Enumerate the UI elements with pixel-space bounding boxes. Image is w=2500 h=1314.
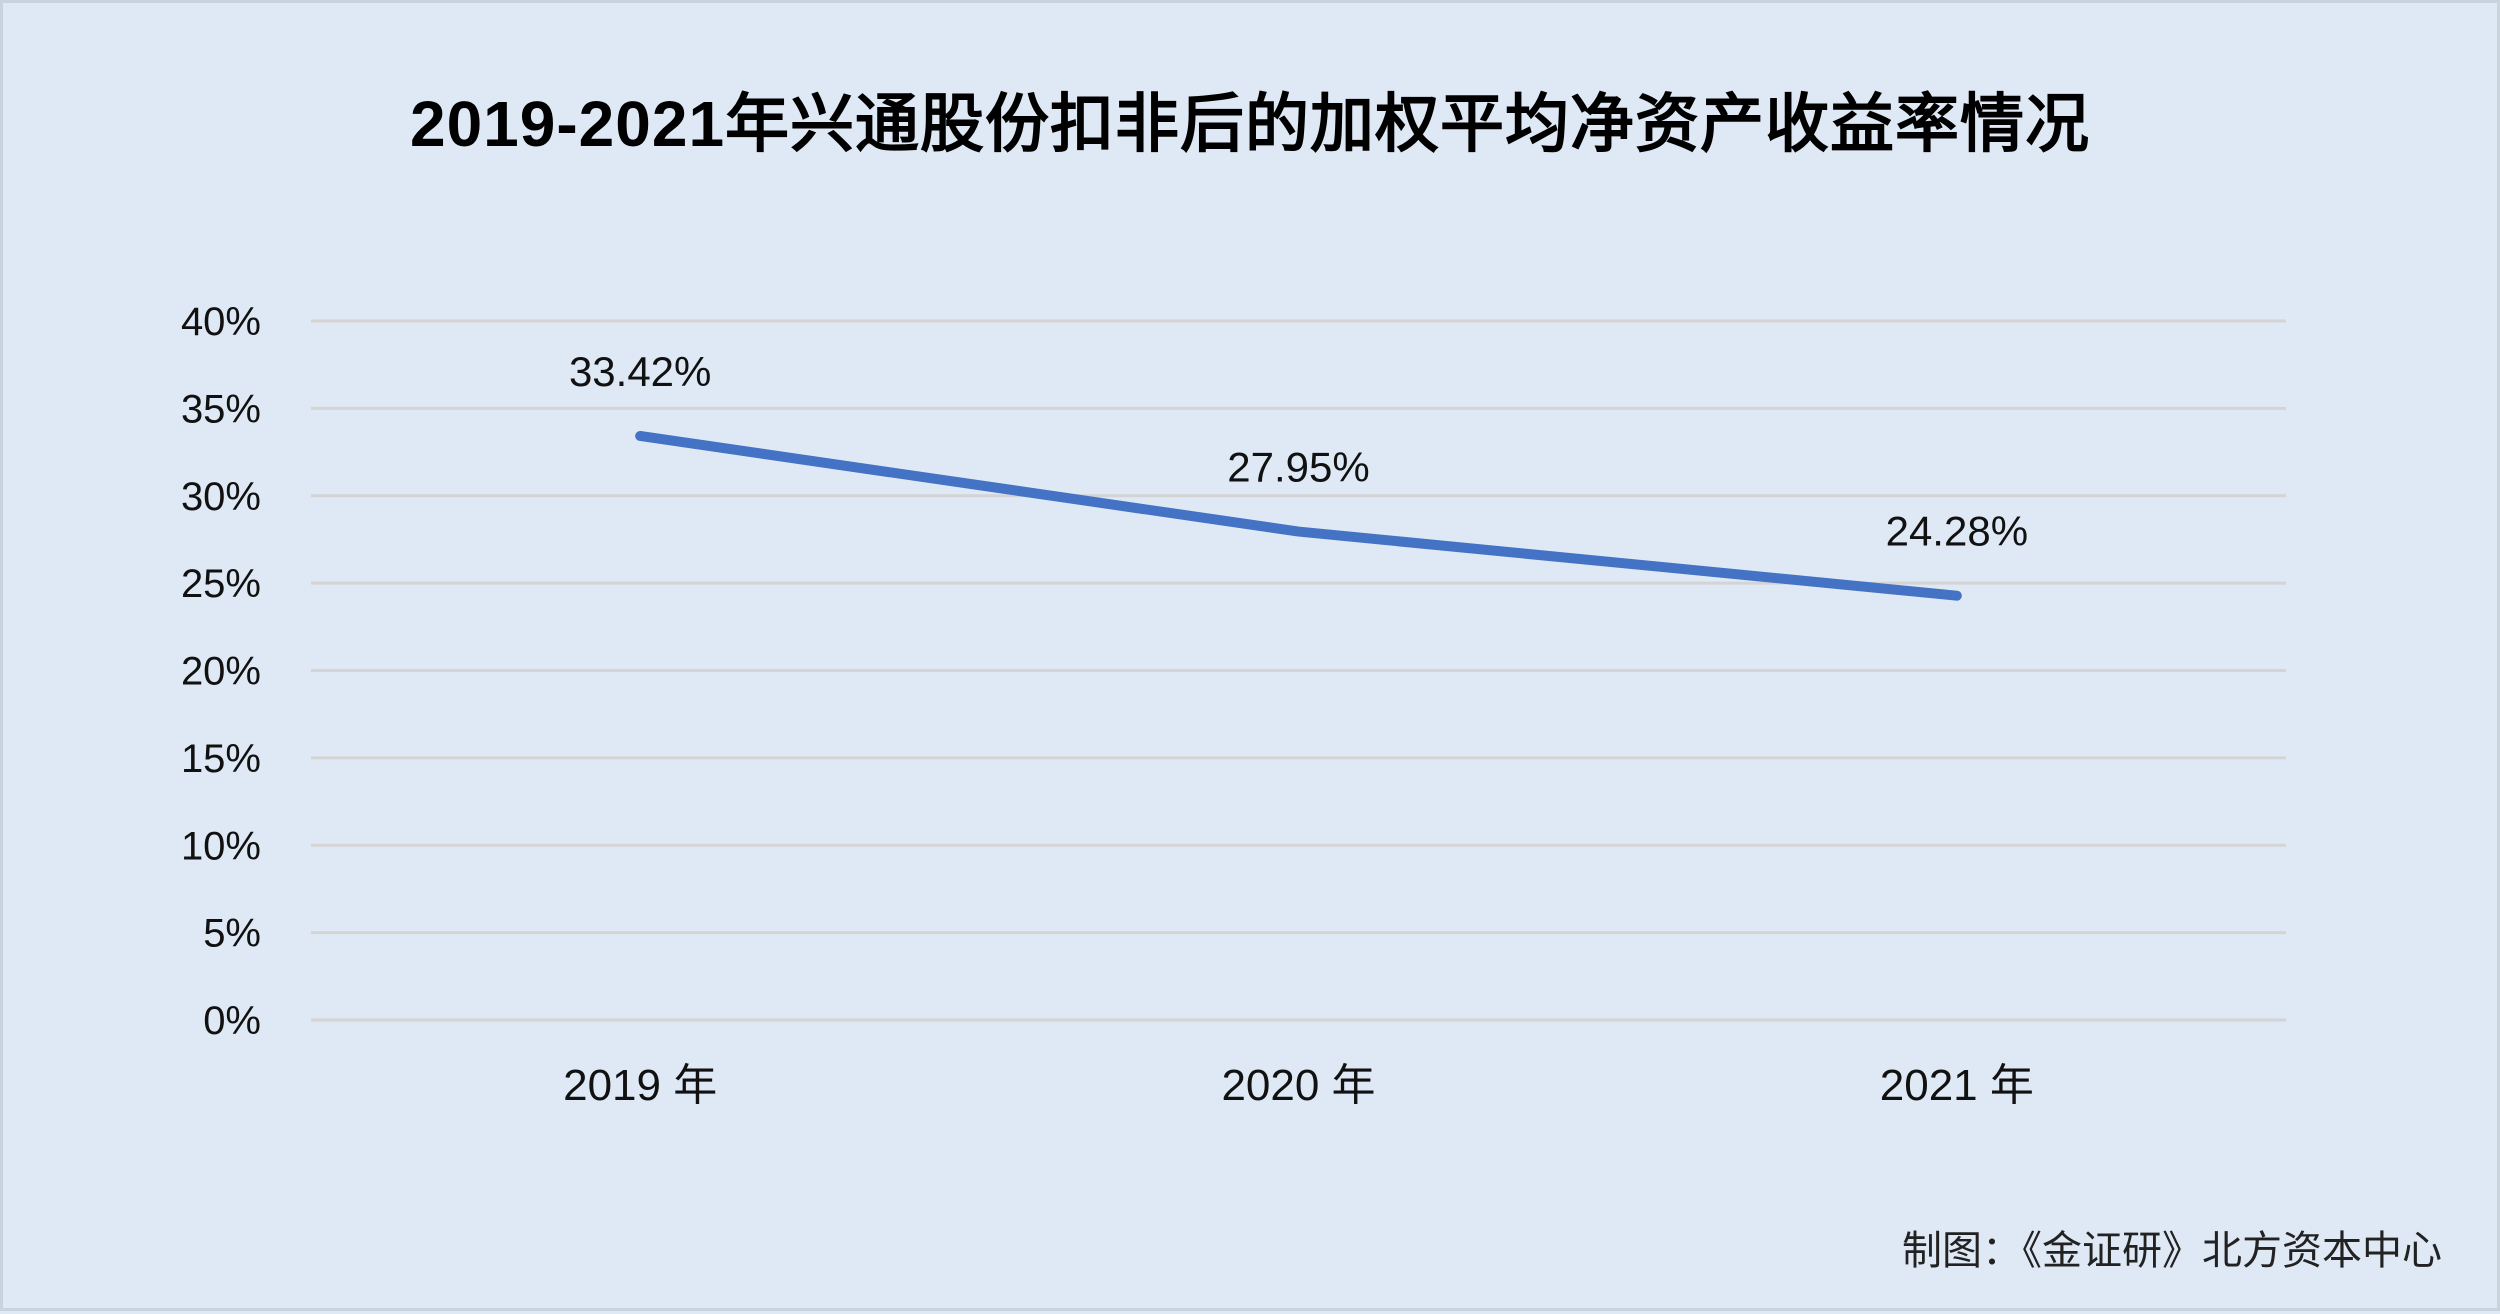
y-tick-label: 30%: [181, 475, 261, 519]
y-tick-label: 15%: [181, 737, 261, 781]
x-tick-label: 2019 年: [563, 1061, 717, 1110]
y-tick-label: 25%: [181, 562, 261, 606]
source-note: 制图：《金证研》北方资本中心: [1902, 1218, 2442, 1276]
data-label: 27.95%: [1227, 444, 1369, 491]
y-tick-label: 40%: [181, 300, 261, 344]
data-label: 24.28%: [1886, 508, 2028, 555]
y-tick-label: 35%: [181, 387, 261, 431]
y-tick-label: 0%: [203, 999, 261, 1043]
data-label: 33.42%: [569, 348, 711, 395]
line-chart: 0% 5% 10% 15% 20% 25% 30% 35% 40% 2019 年 2020 年 202…: [3, 3, 2500, 1314]
y-tick-label: 5%: [203, 912, 261, 956]
x-tick-label: 2020 年: [1221, 1061, 1375, 1110]
y-tick-label: 10%: [181, 824, 261, 868]
x-tick-label: 2021 年: [1880, 1061, 2034, 1110]
y-tick-label: 20%: [181, 650, 261, 694]
